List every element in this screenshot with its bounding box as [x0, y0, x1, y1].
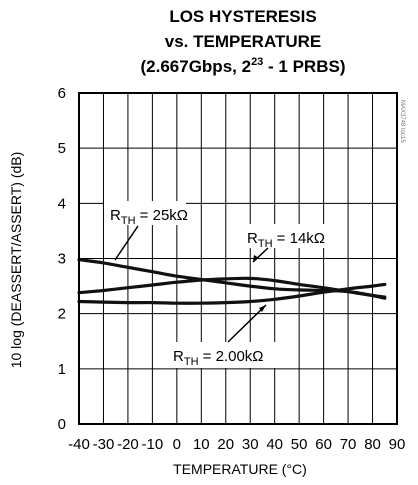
annotation-rth-2k-label-subscript: TH: [184, 356, 199, 368]
annotation-rth-2k-label: RTH = 2.00kΩ: [173, 348, 264, 368]
chart-grid: [78, 92, 398, 425]
y-tick-label: 6: [58, 85, 66, 102]
x-tick-label: -20: [117, 436, 139, 453]
annotation-rth-14k-background: [242, 224, 330, 248]
chart-title-line-3-prefix: (2.667Gbps, 2: [141, 57, 252, 76]
annotation-rth-25k: RTH = 25kΩ: [104, 201, 188, 261]
annotation-rth-2k-arrowhead: [259, 305, 266, 312]
series-line-1: [77, 276, 387, 299]
series-line-2: [77, 282, 387, 305]
y-tick-label: 2: [58, 306, 66, 323]
annotation-rth-25k-background: [104, 201, 186, 225]
annotation-rth-14k-label-subscript: TH: [258, 238, 273, 250]
y-tick-labels: 0 1 2 3 4 5 6: [58, 85, 66, 433]
x-tick-label: 80: [364, 436, 381, 453]
x-tick-label: 50: [291, 436, 308, 453]
x-tick-label: -10: [142, 436, 164, 453]
annotation-rth-25k-label-value: = 25kΩ: [136, 207, 189, 224]
chart-title-line-1: LOS HYSTERESIS: [169, 7, 316, 26]
watermark: MAX3748 toc15: [399, 100, 405, 143]
annotation-rth-2k-leader: [227, 304, 267, 343]
x-tick-label: 90: [389, 436, 406, 453]
x-tick-label: 0: [173, 436, 181, 453]
y-tick-label: 4: [58, 195, 66, 212]
annotation-rth-14k-label-r: R: [247, 230, 258, 247]
annotation-rth-14k-label: RTH = 14kΩ: [247, 230, 325, 250]
y-tick-label: 3: [58, 251, 66, 268]
x-tick-label: 30: [242, 436, 259, 453]
x-tick-label: 20: [217, 436, 234, 453]
chart-title-line-2: vs. TEMPERATURE: [165, 32, 322, 51]
annotation-rth-25k-label-r: R: [110, 207, 121, 224]
x-tick-label: -40: [68, 436, 90, 453]
annotation-rth-2k-background: [168, 342, 276, 368]
annotation-rth-2k: RTH = 2.00kΩ: [168, 304, 276, 368]
annotation-rth-25k-label: RTH = 25kΩ: [110, 207, 188, 227]
annotation-rth-25k-leader: [114, 225, 139, 261]
annotation-rth-14k: RTH = 14kΩ: [242, 224, 330, 263]
x-tick-label: 70: [340, 436, 357, 453]
y-tick-label: 0: [58, 416, 66, 433]
y-axis-label: 10 log (DEASSERT/ASSERT) (dB): [8, 152, 24, 369]
x-tick-labels: -40 -30 -20 -10 0 10 20 30 40 50 60 70 80 90: [68, 436, 405, 453]
x-axis-label: TEMPERATURE (°C): [173, 461, 307, 477]
annotation-rth-2k-label-r: R: [173, 348, 184, 365]
chart-title-line-3: (2.667Gbps, 223 - 1 PRBS): [141, 56, 346, 76]
x-tick-label: 10: [193, 436, 210, 453]
chart-series: [77, 258, 387, 305]
chart-title-line-3-suffix: - 1 PRBS): [263, 57, 345, 76]
plot-frame: [78, 92, 398, 425]
x-tick-label: 60: [315, 436, 332, 453]
annotation-rth-14k-label-value: = 14kΩ: [273, 230, 326, 247]
y-tick-label: 1: [58, 361, 66, 378]
annotation-rth-14k-arrowhead: [253, 255, 259, 262]
chart-title-line-3-superscript: 23: [251, 56, 263, 68]
annotation-rth-25k-label-subscript: TH: [121, 215, 136, 227]
annotation-rth-2k-label-value: = 2.00kΩ: [199, 348, 264, 365]
y-tick-label: 5: [58, 140, 66, 157]
x-tick-label: 40: [266, 436, 283, 453]
x-tick-label: -30: [93, 436, 115, 453]
